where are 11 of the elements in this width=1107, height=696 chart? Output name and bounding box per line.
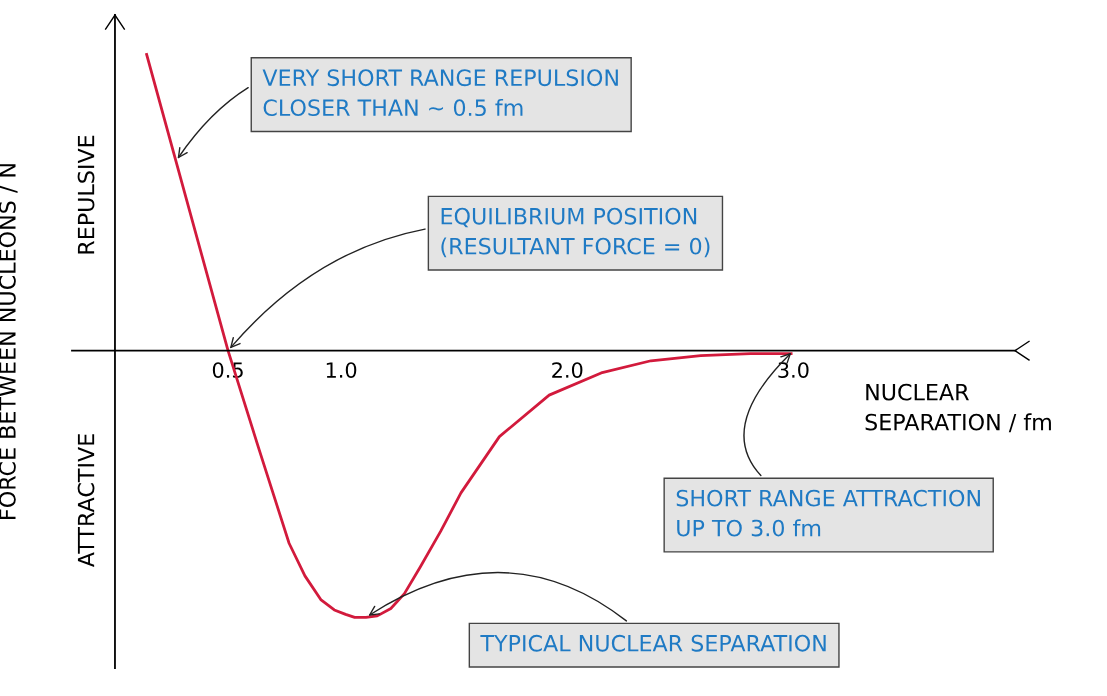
- y-axis-title: FORCE BETWEEN NUCLEONS / N: [0, 164, 18, 519]
- x-tick-label: 3.0: [778, 362, 809, 378]
- annotation: VERY SHORT RANGE REPULSION CLOSER THAN ∼ 0.5 fm: [262, 69, 618, 117]
- annotation: TYPICAL NUCLEAR SEPARATION: [480, 634, 826, 652]
- x-axis-title: NUCLEAR SEPARATION / fm: [865, 383, 1051, 433]
- x-tick-label: 1.0: [326, 362, 357, 378]
- annotation: SHORT RANGE ATTRACTION UP TO 3.0 fm: [676, 489, 980, 537]
- annotation: ATTRACTIVE: [77, 434, 95, 568]
- x-tick-label: 2.0: [552, 362, 583, 378]
- annotation: EQUILIBRIUM POSITION (RESULTANT FORCE = 0): [441, 207, 710, 258]
- annotation: REPULSIVE: [77, 135, 95, 254]
